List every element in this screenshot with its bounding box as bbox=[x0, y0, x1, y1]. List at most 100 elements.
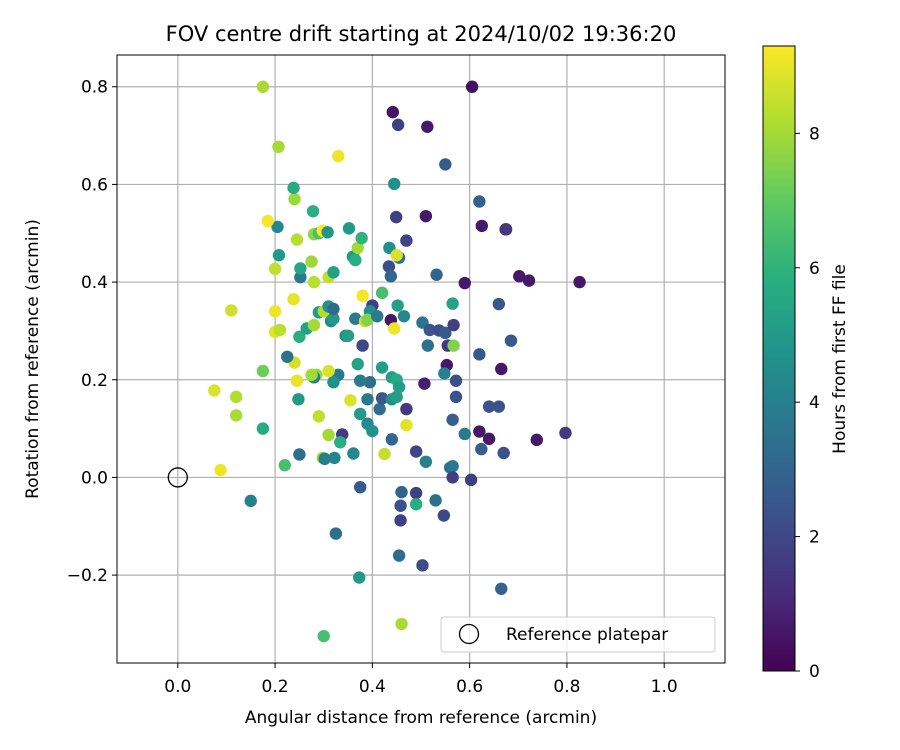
data-point bbox=[438, 367, 451, 380]
plot-area-frame bbox=[116, 54, 726, 664]
x-tick-label: 0.2 bbox=[262, 677, 289, 697]
data-point bbox=[353, 571, 366, 584]
data-point bbox=[409, 498, 423, 511]
data-point bbox=[409, 486, 423, 500]
data-point bbox=[344, 394, 357, 407]
data-point bbox=[356, 289, 369, 302]
data-point bbox=[421, 120, 434, 133]
legend-box bbox=[440, 616, 716, 653]
data-point bbox=[418, 377, 431, 390]
data-point bbox=[356, 339, 369, 352]
data-point bbox=[530, 433, 543, 447]
data-point bbox=[394, 514, 407, 527]
data-point bbox=[208, 384, 221, 397]
data-point bbox=[397, 310, 411, 323]
data-point bbox=[391, 118, 405, 132]
data-point bbox=[395, 617, 408, 631]
data-point bbox=[327, 302, 340, 316]
y-tick-label: −0.2 bbox=[67, 566, 108, 586]
data-point bbox=[492, 400, 506, 413]
data-point bbox=[385, 433, 399, 446]
y-axis-ticks: −0.2 0.0 0.2 0.4 0.6 0.8 bbox=[67, 78, 117, 586]
data-point bbox=[400, 418, 413, 432]
data-point bbox=[292, 393, 305, 406]
data-point bbox=[373, 402, 386, 416]
x-tick-label: 0.4 bbox=[359, 677, 386, 697]
data-point bbox=[327, 312, 340, 325]
legend-open-circle-marker bbox=[458, 623, 480, 645]
data-point bbox=[342, 222, 356, 235]
y-axis-label: Rotation from reference (arcmin) bbox=[23, 219, 43, 499]
data-point bbox=[388, 322, 401, 335]
data-point bbox=[293, 330, 306, 343]
data-point bbox=[268, 262, 282, 276]
data-point bbox=[458, 276, 471, 290]
data-point bbox=[504, 334, 518, 347]
data-point bbox=[256, 422, 270, 435]
data-point bbox=[482, 432, 496, 446]
colorbar-tick-label: 6 bbox=[809, 259, 820, 279]
data-point bbox=[272, 249, 286, 262]
data-point bbox=[328, 451, 341, 465]
data-point bbox=[439, 326, 452, 340]
data-point bbox=[390, 249, 403, 262]
data-point bbox=[351, 241, 364, 255]
data-point bbox=[305, 368, 318, 382]
data-point bbox=[214, 463, 227, 477]
data-point bbox=[559, 426, 572, 440]
data-point bbox=[317, 629, 330, 643]
data-point bbox=[446, 459, 459, 473]
data-point bbox=[256, 80, 270, 93]
y-tick-label: 0.8 bbox=[81, 78, 108, 98]
data-point bbox=[497, 446, 510, 460]
data-point bbox=[355, 231, 368, 245]
data-point bbox=[287, 292, 300, 306]
data-point bbox=[437, 509, 451, 522]
data-point bbox=[392, 380, 406, 394]
data-point bbox=[473, 348, 486, 361]
data-point bbox=[334, 436, 347, 449]
data-point bbox=[361, 393, 374, 406]
data-point bbox=[439, 158, 452, 171]
colorbar-ticks: 0 2 4 6 8 bbox=[795, 124, 820, 682]
grid-lines bbox=[117, 55, 725, 663]
data-point bbox=[475, 442, 488, 456]
colorbar-label: Hours from first FF file bbox=[830, 264, 850, 454]
data-point bbox=[499, 223, 513, 236]
data-point bbox=[288, 192, 301, 206]
data-point bbox=[244, 494, 257, 508]
x-tick-label: 1.0 bbox=[651, 677, 678, 697]
data-point bbox=[329, 527, 343, 540]
data-point bbox=[322, 428, 335, 442]
data-point bbox=[287, 181, 300, 195]
colorbar-tick-label: 4 bbox=[809, 393, 820, 413]
data-point bbox=[327, 375, 340, 389]
data-point bbox=[473, 195, 486, 208]
data-point bbox=[522, 274, 536, 287]
legend-entry-reference-platepar: Reference platepar bbox=[506, 625, 668, 645]
data-point bbox=[391, 299, 404, 312]
data-point bbox=[363, 375, 377, 389]
chart-title: FOV centre drift starting at 2024/10/02 … bbox=[166, 22, 677, 46]
data-point bbox=[261, 214, 274, 228]
x-tick-label: 0.6 bbox=[456, 677, 483, 697]
reference-platepar-marker bbox=[167, 467, 188, 488]
data-point bbox=[449, 390, 463, 404]
data-point bbox=[473, 425, 486, 438]
data-point bbox=[307, 275, 321, 289]
data-point bbox=[290, 374, 304, 387]
data-point bbox=[273, 323, 287, 337]
data-point bbox=[225, 304, 238, 317]
data-point bbox=[294, 271, 307, 284]
data-point bbox=[446, 413, 459, 426]
data-point bbox=[278, 459, 292, 472]
y-tick-label: 0.2 bbox=[81, 371, 108, 391]
x-tick-label: 0.8 bbox=[553, 677, 580, 697]
data-point bbox=[361, 313, 374, 326]
x-tick-label: 0.0 bbox=[164, 677, 191, 697]
data-point bbox=[392, 549, 406, 562]
colorbar: 0 2 4 6 8 Hours from first FF file bbox=[762, 45, 850, 682]
data-point bbox=[416, 559, 429, 572]
data-point bbox=[349, 253, 362, 267]
